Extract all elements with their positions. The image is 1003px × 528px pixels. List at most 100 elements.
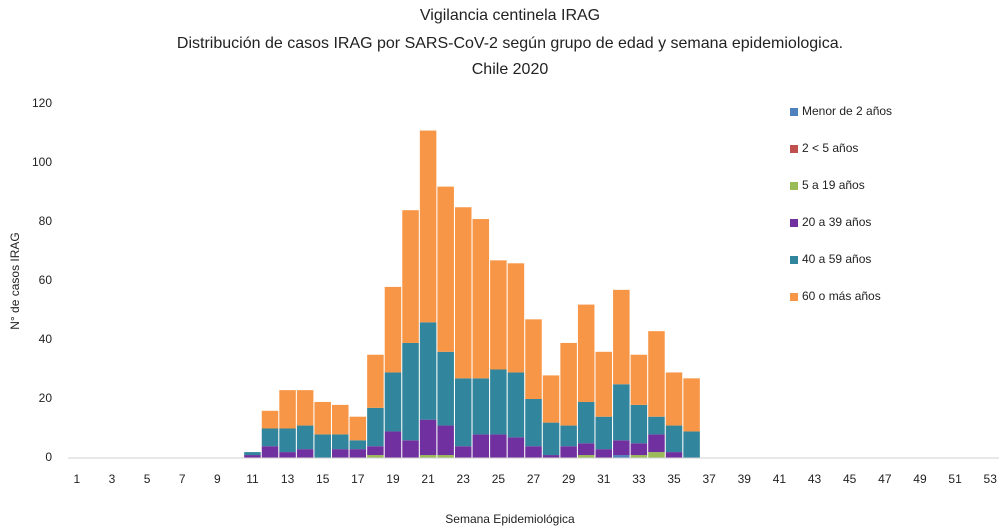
legend-label: 5 a 19 años xyxy=(802,178,865,192)
bar-segment xyxy=(314,401,331,435)
bar-segment xyxy=(665,425,683,453)
bar-segment xyxy=(279,452,296,458)
bar-segment xyxy=(261,410,279,429)
bar-segment xyxy=(648,416,665,435)
bar-segment xyxy=(560,446,577,458)
bar-segment xyxy=(648,331,665,417)
y-axis-title: N° de casos IRAG xyxy=(8,232,22,330)
bar-segment xyxy=(437,455,454,458)
bar-segment xyxy=(367,354,384,408)
bar-segment xyxy=(349,440,367,450)
bar-segment xyxy=(402,210,419,343)
bar-segment xyxy=(595,416,613,450)
bar-segment xyxy=(332,449,349,458)
bar-segment xyxy=(419,322,437,420)
bar-segment xyxy=(542,455,560,458)
x-tick-label: 29 xyxy=(562,472,576,486)
bar-segment xyxy=(472,378,490,435)
bar-segment xyxy=(630,354,648,405)
x-tick-label: 51 xyxy=(948,472,962,486)
y-tick-label: 120 xyxy=(32,96,52,110)
bar-segment xyxy=(454,378,472,447)
bar-segment xyxy=(384,286,402,373)
x-tick-label: 33 xyxy=(632,472,646,486)
x-tick-label: 17 xyxy=(351,472,365,486)
bar-segment xyxy=(613,440,630,456)
x-tick-label: 35 xyxy=(667,472,681,486)
y-tick-label: 40 xyxy=(39,332,53,346)
bar-segment xyxy=(367,407,384,447)
bar-segment xyxy=(577,401,595,444)
legend-label: 60 o más años xyxy=(802,289,881,303)
x-axis-title: Semana Epidemiológica xyxy=(445,512,575,526)
bar-segment xyxy=(630,455,648,458)
legend-swatch xyxy=(790,219,798,227)
bar-segment xyxy=(665,372,683,426)
bar-segment xyxy=(384,431,402,458)
bar-segment xyxy=(613,455,630,458)
bar-segment xyxy=(332,404,349,435)
x-tick-label: 49 xyxy=(913,472,927,486)
bar-segment xyxy=(525,399,542,447)
bar-segment xyxy=(419,455,437,458)
x-tick-label: 5 xyxy=(144,472,151,486)
x-tick-label: 3 xyxy=(109,472,116,486)
bar-segment xyxy=(472,434,490,458)
legend-swatch xyxy=(790,256,798,264)
bar-segment xyxy=(613,289,630,385)
bar-segment xyxy=(525,319,542,399)
x-tick-label: 53 xyxy=(984,472,998,486)
x-tick-label: 45 xyxy=(843,472,857,486)
bar-segment xyxy=(490,369,507,435)
legend-label: 40 a 59 años xyxy=(802,252,871,266)
bar-segment xyxy=(332,434,349,450)
legend-swatch xyxy=(790,145,798,153)
x-tick-label: 23 xyxy=(457,472,471,486)
bar-segment xyxy=(630,443,648,456)
bar-segment xyxy=(542,422,560,456)
bar-segment xyxy=(437,425,454,456)
bar-segment xyxy=(542,375,560,423)
x-tick-label: 37 xyxy=(702,472,716,486)
bar-segment xyxy=(665,452,683,458)
chart-title: Vigilancia centinela IRAG xyxy=(420,7,600,24)
bar-segment xyxy=(490,434,507,458)
bar-segment xyxy=(279,390,296,429)
bar-segment xyxy=(367,446,384,456)
bar-segment xyxy=(296,425,314,450)
x-tick-label: 19 xyxy=(386,472,400,486)
x-tick-label: 41 xyxy=(773,472,787,486)
bar-segment xyxy=(472,219,490,379)
x-tick-label: 27 xyxy=(527,472,541,486)
x-tick-label: 11 xyxy=(246,472,259,486)
legend-swatch xyxy=(790,293,798,301)
bar-segment xyxy=(349,449,367,458)
bar-segment xyxy=(595,449,613,458)
y-tick-label: 60 xyxy=(39,273,53,287)
bar-segment xyxy=(419,130,437,323)
bar-segment xyxy=(244,455,261,458)
legend-label: 2 < 5 años xyxy=(802,141,858,155)
x-tick-label: 7 xyxy=(179,472,186,486)
bar-segment xyxy=(367,455,384,458)
y-tick-label: 0 xyxy=(45,450,52,464)
bar-segment xyxy=(402,342,419,441)
legend-swatch xyxy=(790,182,798,190)
bar-segment xyxy=(296,390,314,426)
bar-segment xyxy=(402,440,419,458)
x-tick-label: 43 xyxy=(808,472,822,486)
x-tick-label: 39 xyxy=(738,472,752,486)
x-tick-label: 15 xyxy=(316,472,330,486)
bar-segment xyxy=(577,443,595,456)
legend-swatch xyxy=(790,108,798,116)
bar-segment xyxy=(314,434,331,458)
bar-segment xyxy=(560,342,577,426)
bar-segment xyxy=(683,378,700,432)
legend-label: Menor de 2 años xyxy=(802,104,892,118)
bar-segment xyxy=(525,446,542,458)
bar-segment xyxy=(507,263,525,373)
bar-segment xyxy=(261,446,279,458)
bar-segment xyxy=(244,452,261,456)
chart-subtitle: Distribución de casos IRAG por SARS-CoV-… xyxy=(177,35,843,52)
